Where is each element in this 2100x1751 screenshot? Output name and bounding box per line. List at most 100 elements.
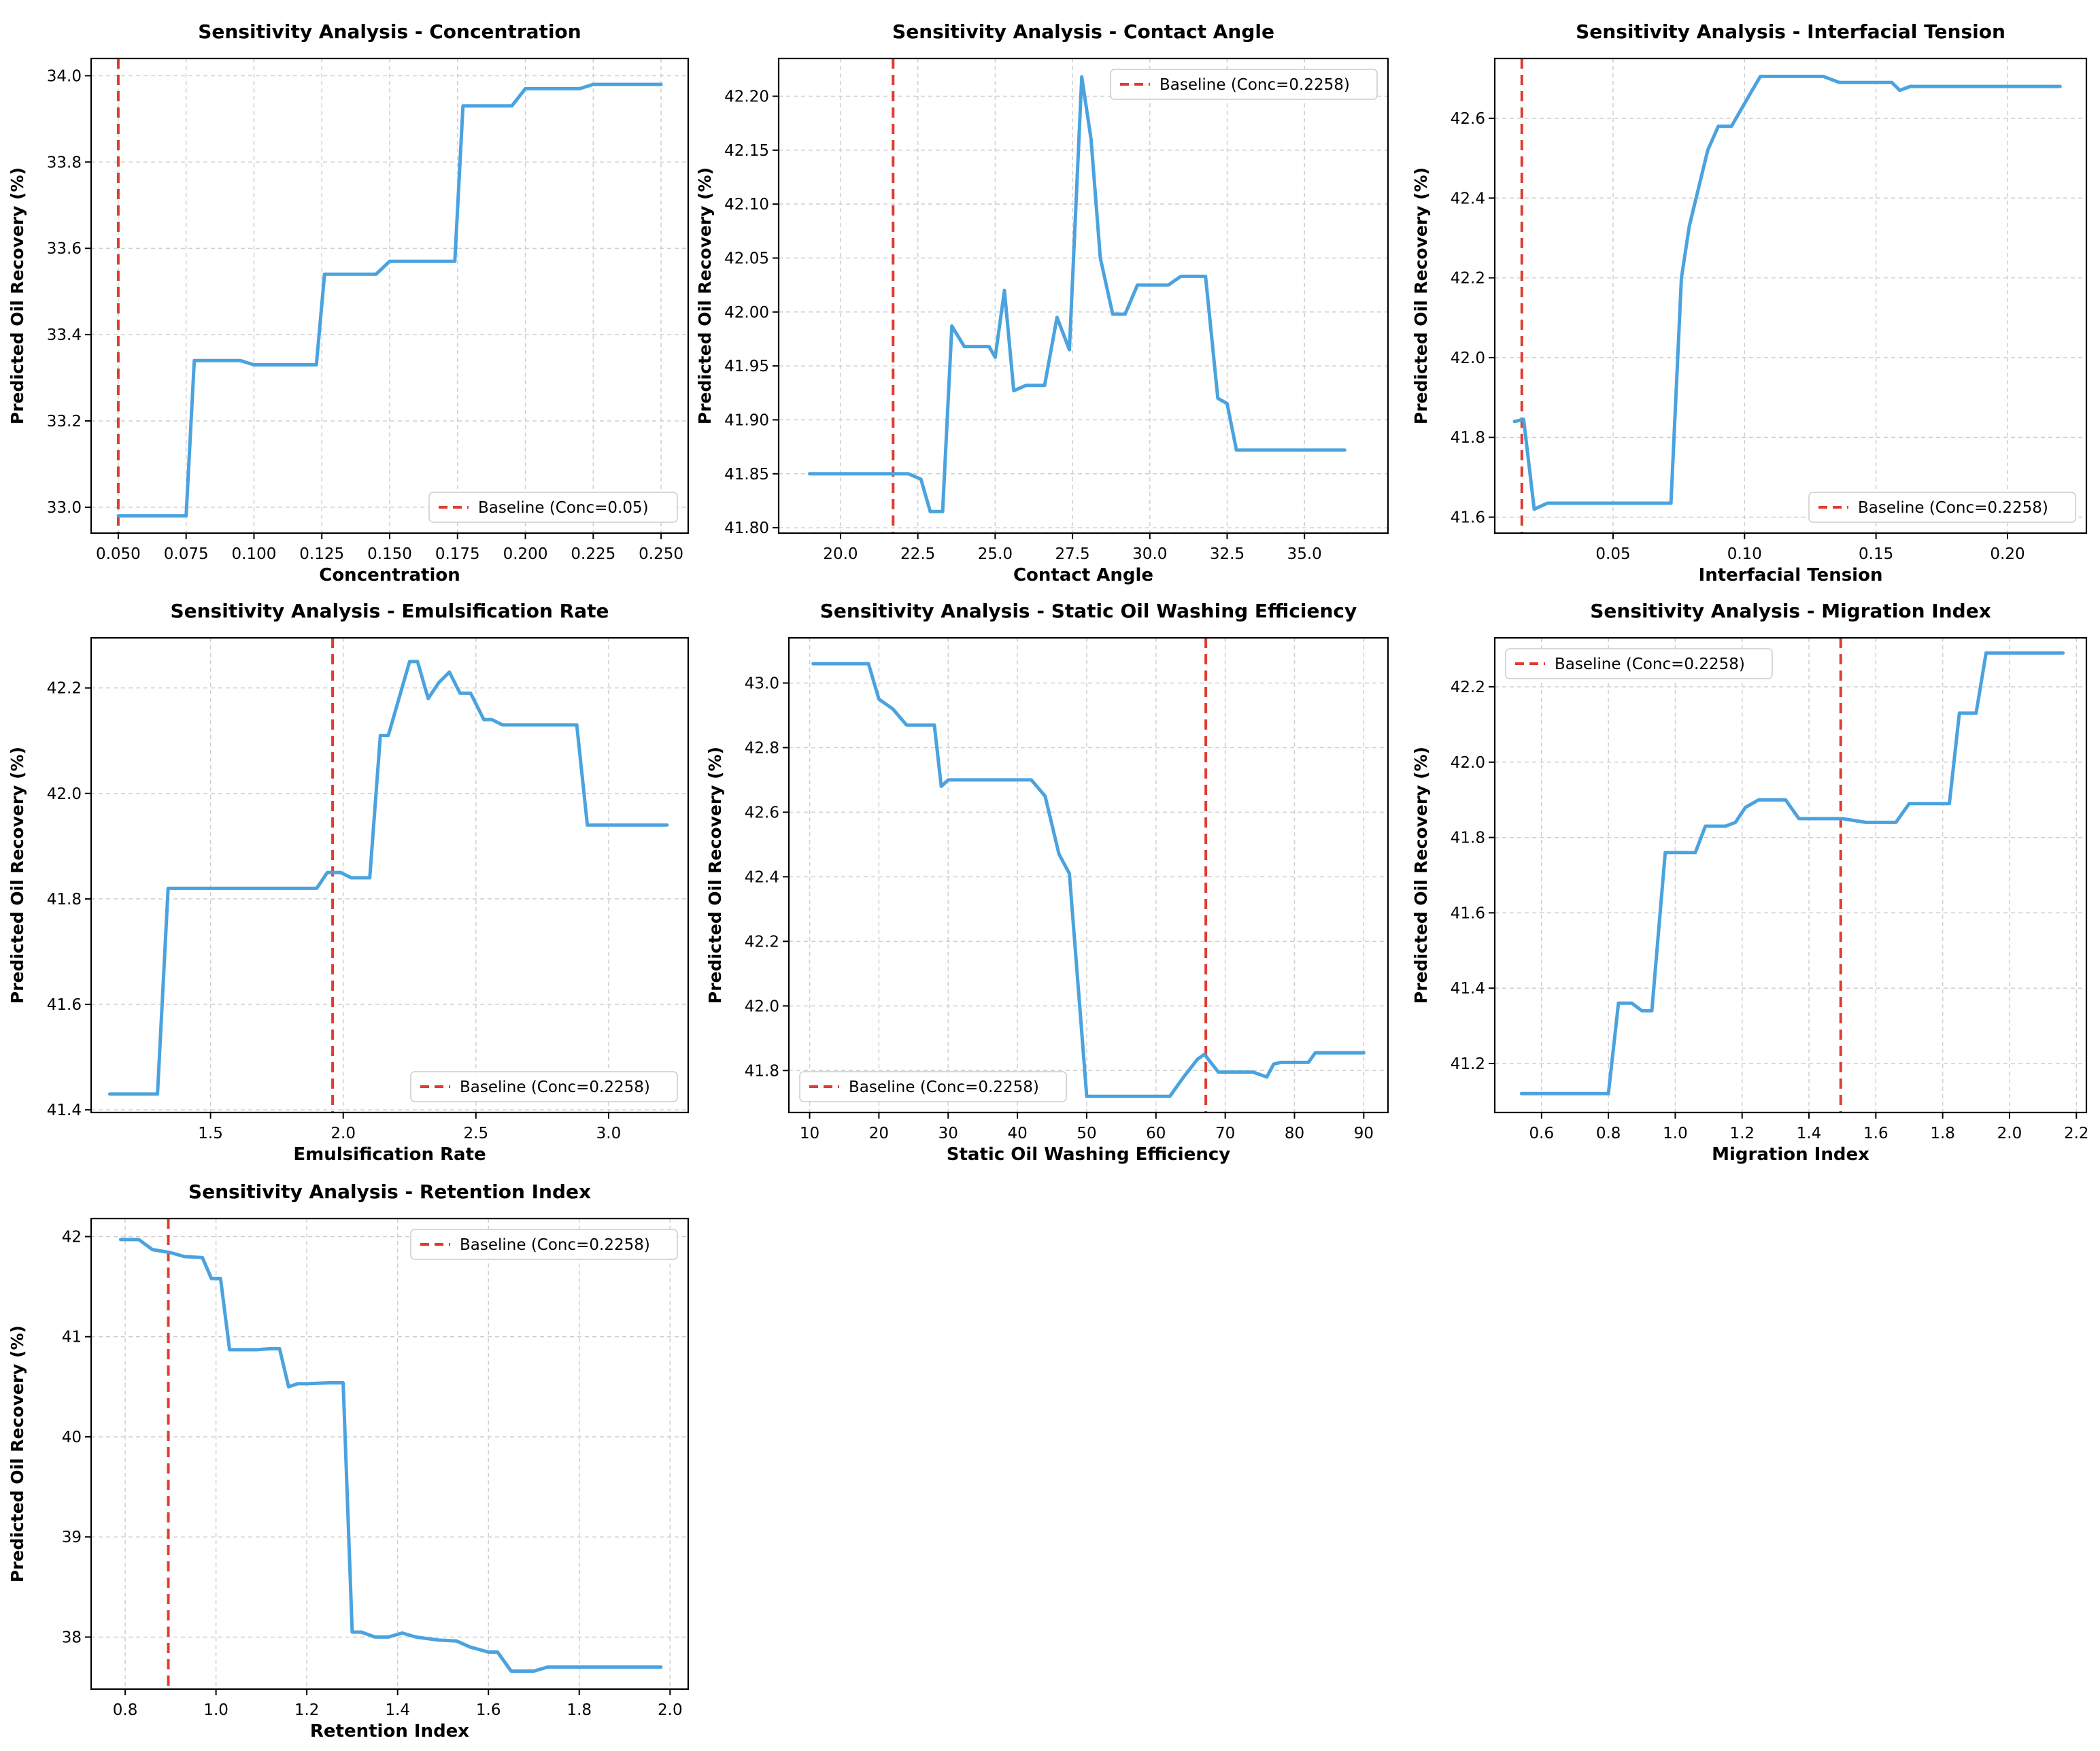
series-line (1519, 651, 2065, 1095)
y-axis-label: Predicted Oil Recovery (%) (1411, 167, 1431, 424)
y-tick-label: 42.0 (1451, 754, 1485, 772)
y-axis-label: Predicted Oil Recovery (%) (695, 167, 715, 424)
y-tick-label: 41.85 (724, 466, 769, 483)
x-tick-label: 3.0 (596, 1125, 622, 1142)
y-tick-label: 41.8 (47, 891, 82, 908)
axes-frame (90, 57, 690, 534)
x-tick-label: 2.0 (331, 1125, 356, 1142)
y-tick-label: 41.6 (1451, 509, 1485, 527)
y-axis-label: Predicted Oil Recovery (%) (705, 747, 725, 1004)
x-tick-label: 0.175 (435, 545, 480, 563)
x-tick-label: 1.0 (1663, 1125, 1688, 1142)
x-tick-label: 20 (869, 1125, 889, 1142)
y-tick-label: 42.0 (47, 785, 82, 803)
y-tick-label: 41 (62, 1329, 82, 1346)
y-tick-label: 38 (62, 1629, 82, 1646)
y-tick-label: 39 (62, 1529, 82, 1546)
x-tick-label: 35.0 (1287, 545, 1322, 563)
axes-frame (788, 636, 1389, 1114)
legend: Baseline (Conc=0.2258) (799, 1071, 1067, 1102)
axes-frame (1493, 57, 2088, 534)
legend: Baseline (Conc=0.2258) (410, 1071, 678, 1102)
x-tick-label: 32.5 (1210, 545, 1244, 563)
y-tick-label: 33.2 (47, 413, 82, 430)
axes-frame (90, 1217, 690, 1690)
x-axis-label: Emulsification Rate (293, 1144, 486, 1165)
series-line (1512, 74, 2062, 511)
x-tick-label: 70 (1215, 1125, 1235, 1142)
x-tick-label: 80 (1285, 1125, 1304, 1142)
y-axis-label: Predicted Oil Recovery (%) (7, 747, 27, 1004)
y-tick-label: 33.4 (47, 326, 82, 344)
x-tick-label: 0.05 (1595, 545, 1630, 563)
x-tick-label: 0.250 (639, 545, 683, 563)
x-tick-label: 0.8 (1596, 1125, 1621, 1142)
y-tick-label: 41.80 (724, 520, 769, 537)
chart-title: Sensitivity Analysis - Retention Index (188, 1180, 591, 1203)
axes-frame (1493, 636, 2088, 1114)
legend: Baseline (Conc=0.2258) (1808, 492, 2076, 523)
y-tick-label: 42.2 (47, 680, 82, 698)
chart-title: Sensitivity Analysis - Interfacial Tensi… (1576, 20, 2005, 43)
x-tick-label: 1.4 (1797, 1125, 1822, 1142)
chart-panel-4: 1.5 2.0 2.5 3.0 41.4 41.6 41.8 42.0 42.2 Sensitiv… (7, 600, 690, 1165)
legend-box (799, 1071, 1067, 1102)
chart-panel-2: 20.0 22.5 25.0 27.5 30.0 32.5 35.0 41.80 41.85 41… (695, 20, 1389, 585)
legend-box (1110, 69, 1378, 100)
x-tick-label: 0.6 (1529, 1125, 1555, 1142)
x-tick-label: 0.125 (299, 545, 344, 563)
x-tick-label: 0.225 (571, 545, 615, 563)
y-tick-label: 42.6 (1451, 110, 1485, 128)
x-tick-label: 2.2 (2064, 1125, 2089, 1142)
y-tick-label: 41.8 (745, 1062, 779, 1080)
axes-frame (90, 636, 690, 1114)
x-tick-label: 0.100 (232, 545, 277, 563)
x-tick-label: 0.075 (164, 545, 209, 563)
x-tick-label: 1.2 (1729, 1125, 1755, 1142)
y-tick-label: 41.8 (1451, 830, 1485, 847)
x-axis-label: Interfacial Tension (1699, 565, 1883, 585)
y-tick-label: 42.2 (745, 933, 779, 951)
y-tick-label: 41.6 (47, 996, 82, 1014)
x-axis-label: Concentration (319, 565, 460, 585)
legend-box (1808, 492, 2076, 523)
y-tick-label: 42.6 (745, 804, 779, 821)
x-tick-label: 0.150 (367, 545, 412, 563)
x-tick-label: 27.5 (1055, 545, 1089, 563)
legend-box (410, 1229, 678, 1260)
y-tick-label: 33.0 (47, 499, 82, 517)
y-tick-label: 42.4 (1451, 190, 1485, 207)
y-tick-label: 41.8 (1451, 429, 1485, 447)
legend-label: Baseline (Conc=0.2258) (849, 1078, 1039, 1096)
x-axis-label: Migration Index (1712, 1144, 1869, 1165)
x-tick-label: 0.20 (1990, 545, 2025, 563)
y-tick-label: 41.4 (47, 1102, 82, 1119)
y-tick-label: 42.10 (724, 196, 769, 214)
axes-frame (777, 57, 1389, 534)
x-tick-label: 0.050 (96, 545, 141, 563)
x-axis-label: Contact Angle (1013, 565, 1153, 585)
x-tick-label: 90 (1354, 1125, 1374, 1142)
x-tick-label: 1.0 (203, 1701, 228, 1719)
x-tick-label: 0.8 (113, 1701, 138, 1719)
y-tick-label: 43.0 (745, 675, 779, 692)
legend-label: Baseline (Conc=0.05) (478, 499, 649, 517)
x-tick-label: 1.2 (294, 1701, 320, 1719)
y-tick-label: 42.20 (724, 88, 769, 106)
y-tick-label: 33.6 (47, 240, 82, 258)
series-line (811, 662, 1366, 1098)
legend-label: Baseline (Conc=0.2258) (460, 1078, 650, 1096)
y-axis-label: Predicted Oil Recovery (%) (7, 1325, 27, 1582)
y-tick-label: 42.0 (1451, 350, 1485, 367)
chart-title: Sensitivity Analysis - Migration Index (1590, 600, 1991, 622)
y-tick-label: 41.6 (1451, 904, 1485, 922)
x-tick-label: 10 (800, 1125, 819, 1142)
y-tick-label: 42 (62, 1229, 82, 1246)
x-tick-label: 1.6 (1863, 1125, 1889, 1142)
x-tick-label: 2.5 (464, 1125, 489, 1142)
y-tick-label: 42.2 (1451, 679, 1485, 696)
chart-panel-5: 10 20 30 40 50 60 70 80 90 41.8 42.0 42.2 42.4 42.6 42… (705, 600, 1389, 1165)
chart-title: Sensitivity Analysis - Contact Angle (892, 20, 1274, 43)
y-tick-label: 42.2 (1451, 270, 1485, 288)
